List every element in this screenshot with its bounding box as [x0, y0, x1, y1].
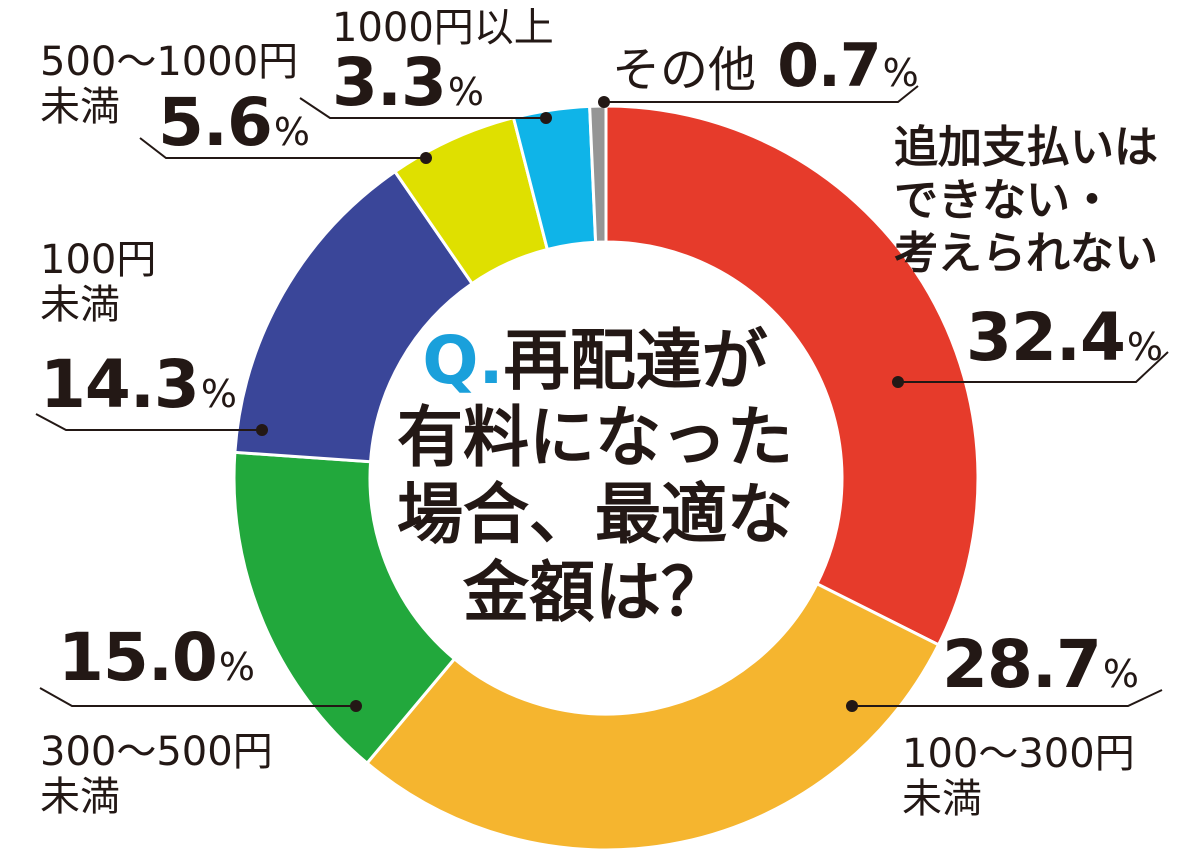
label-under-100-line-2: 未満 [40, 281, 120, 328]
leader-dot-over-1000 [540, 112, 552, 124]
label-100-300-line-2: 未満 [902, 775, 982, 822]
leader-line-other [604, 85, 919, 103]
label-500-1000-line-1: 500〜1000円 [40, 39, 299, 85]
label-cannot-pay-line-3: 考えられない [894, 227, 1158, 279]
leader-line-cannot-pay [898, 351, 1169, 383]
value-under-100: 14.3% [40, 346, 237, 423]
value-100-300: 28.7% [942, 626, 1139, 703]
label-cannot-pay-line-2: できない・ [894, 174, 1114, 226]
question-text: Q.再配達が 有料になった 場合、最適な 金額は？ [380, 322, 810, 631]
leader-line-over-1000 [299, 97, 546, 119]
value-500-1000: 5.6% [158, 84, 310, 161]
question-line-3: 場合、最適な [397, 476, 793, 554]
question-prefix: Q. [422, 322, 504, 399]
label-cannot-pay: 追加支払いは できない・ 考えられない [894, 122, 1158, 280]
label-300-500: 300〜500円 未満 [40, 730, 273, 820]
label-100-300-line-1: 100〜300円 [902, 731, 1135, 777]
label-under-100-line-1: 100円 [40, 237, 157, 283]
slice-cannot-pay [604, 104, 980, 647]
question-line-2: 有料になった [397, 399, 793, 477]
label-over-1000: 1000円以上 [332, 6, 554, 51]
label-300-500-line-1: 300〜500円 [40, 729, 273, 775]
slice-other [588, 104, 608, 244]
value-other: 0.7% [777, 31, 918, 101]
leader-line-under-100 [35, 413, 262, 431]
leader-dot-under-100 [256, 424, 268, 436]
donut-slices [232, 104, 980, 852]
label-cannot-pay-line-1: 追加支払いは [894, 122, 1158, 173]
leader-line-100-300 [852, 689, 1163, 707]
leader-dot-300-500 [350, 700, 362, 712]
leader-dot-100-300 [846, 700, 858, 712]
value-cannot-pay: 32.4% [966, 299, 1163, 376]
leader-dot-other [598, 96, 610, 108]
leader-line-300-500 [39, 687, 356, 707]
slice-100-300 [364, 581, 941, 852]
question-line-1: 再配達が [503, 322, 768, 399]
label-500-1000-line-2: 未満 [40, 83, 120, 130]
leader-dot-500-1000 [420, 152, 432, 164]
value-over-1000: 3.3% [332, 44, 484, 121]
label-other: その他 0.7% [612, 36, 919, 98]
label-300-500-line-2: 未満 [40, 773, 120, 820]
label-500-1000: 500〜1000円 未満 [40, 40, 298, 130]
leader-lines [35, 85, 1169, 712]
question-line-4: 金額は？ [463, 553, 727, 631]
leader-line-500-1000 [139, 137, 426, 159]
label-over-1000-line-1: 1000円以上 [332, 5, 554, 51]
label-under-100: 100円 未満 [40, 238, 156, 328]
label-100-300: 100〜300円 未満 [902, 732, 1135, 822]
leader-dot-cannot-pay [892, 376, 904, 388]
value-300-500: 15.0% [58, 619, 255, 696]
label-other-text: その他 [612, 42, 757, 98]
